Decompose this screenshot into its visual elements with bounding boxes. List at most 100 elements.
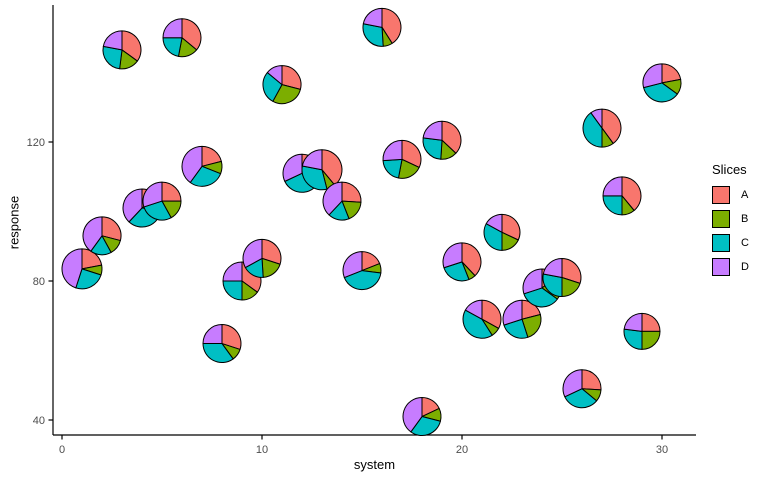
legend-title: Slices bbox=[712, 162, 747, 177]
pie-glyph-x26 bbox=[562, 369, 602, 409]
pie-glyph-x25 bbox=[542, 258, 582, 298]
legend-swatch-A bbox=[712, 186, 730, 204]
pie-slice-D bbox=[502, 299, 523, 326]
legend-swatch-B bbox=[712, 210, 730, 228]
pie-glyph-x15 bbox=[342, 251, 382, 291]
pie-slice-C bbox=[143, 200, 172, 221]
pie-glyph-x13 bbox=[301, 149, 343, 191]
pie-slice-A bbox=[501, 213, 521, 241]
pie-glyph-x28 bbox=[602, 176, 642, 216]
legend-label: A bbox=[741, 189, 749, 201]
pie-slice-C bbox=[542, 273, 563, 298]
pie-slice-D bbox=[142, 181, 163, 208]
pie-slice-C bbox=[462, 309, 493, 339]
pie-slice-A bbox=[641, 312, 661, 332]
pie-slice-A bbox=[101, 216, 122, 242]
pie-slice-C bbox=[222, 280, 243, 301]
pie-glyph-x22 bbox=[483, 213, 521, 251]
legend-entry-C: C bbox=[712, 234, 749, 252]
pie-slice-D bbox=[61, 248, 83, 289]
pie-slice-D bbox=[342, 251, 363, 279]
pie-glyph-x5 bbox=[142, 181, 182, 221]
pie-glyph-x18 bbox=[402, 397, 442, 436]
pie-slice-A bbox=[581, 369, 602, 391]
pie-slice-C bbox=[362, 23, 384, 47]
pie-slice-C bbox=[523, 287, 558, 308]
pie-glyph-x14 bbox=[322, 181, 362, 221]
pie-slice-D bbox=[322, 181, 343, 216]
pie-slice-D bbox=[562, 369, 583, 398]
pie-slice-D bbox=[266, 65, 283, 86]
pie-slice-C bbox=[382, 158, 403, 179]
pie-slice-D bbox=[602, 176, 623, 197]
pie-slice-B bbox=[641, 330, 661, 350]
pie-slice-C bbox=[301, 165, 328, 191]
legend-entry-D: D bbox=[712, 258, 749, 276]
y-axis-title: response bbox=[6, 195, 22, 250]
pie-glyph-x2 bbox=[82, 216, 122, 256]
pie-glyph-x17 bbox=[382, 139, 422, 179]
legend-entry-B: B bbox=[712, 210, 749, 228]
pie-slice-C bbox=[643, 82, 678, 103]
pie-glyph-x16 bbox=[362, 7, 402, 47]
pie-glyph-x19 bbox=[422, 120, 462, 160]
pie-slice-D bbox=[402, 397, 423, 433]
pie-slice-D bbox=[222, 261, 243, 282]
pie-slice-A bbox=[121, 30, 142, 62]
pie-glyph-x23 bbox=[502, 299, 542, 339]
pie-slice-A bbox=[261, 238, 282, 265]
pie-slice-C bbox=[262, 72, 283, 102]
legend-label: C bbox=[741, 237, 749, 249]
pie-slice-D bbox=[464, 299, 483, 320]
pie-slice-D bbox=[382, 139, 403, 162]
pie-slice-C bbox=[189, 165, 222, 187]
pie-slice-D bbox=[590, 108, 603, 129]
pie-slice-A bbox=[221, 324, 242, 350]
pie-slice-C bbox=[75, 268, 102, 290]
y-tick-label: 120 bbox=[27, 137, 45, 149]
pie-slice-D bbox=[202, 324, 223, 345]
pie-slice-C bbox=[102, 45, 123, 70]
pie-slice-A bbox=[181, 18, 202, 51]
pie-slice-D bbox=[522, 268, 543, 295]
pie-slice-D bbox=[623, 312, 643, 332]
pie-slice-A bbox=[341, 181, 362, 203]
x-axis-title: system bbox=[353, 457, 396, 472]
pie-glyph-x8 bbox=[202, 324, 242, 363]
pie-slice-D bbox=[542, 258, 563, 279]
pie-slice-A bbox=[441, 120, 462, 154]
y-tick-label: 40 bbox=[33, 415, 45, 427]
pie-glyph-x27 bbox=[582, 108, 622, 148]
x-tick-label: 0 bbox=[59, 444, 65, 456]
pie-slice-C bbox=[582, 112, 603, 148]
pie-glyph-x30 bbox=[642, 63, 682, 103]
pie-slice-C bbox=[503, 318, 529, 339]
pie-slice-D bbox=[422, 120, 443, 141]
pie-glyph-x29 bbox=[623, 312, 661, 350]
pie-slice-A bbox=[161, 181, 182, 202]
pie-slice-D bbox=[442, 242, 463, 269]
pie-slice-C bbox=[162, 37, 183, 57]
pie-slice-A bbox=[561, 258, 582, 284]
pie-glyph-x3 bbox=[102, 30, 142, 70]
pie-slice-C bbox=[410, 416, 441, 436]
legend-label: B bbox=[741, 213, 749, 225]
pie-glyph-x10 bbox=[242, 238, 282, 278]
pie-slice-D bbox=[242, 238, 263, 269]
pie-slice-A bbox=[281, 65, 302, 90]
pie-slice-A bbox=[401, 139, 422, 168]
legend-swatch-C bbox=[712, 234, 730, 252]
pie-slice-A bbox=[601, 108, 622, 144]
pie-glyph-x21 bbox=[462, 299, 502, 339]
x-tick-label: 20 bbox=[456, 444, 468, 456]
x-tick-label: 10 bbox=[256, 444, 268, 456]
legend-label: D bbox=[741, 261, 749, 273]
pie-slice-C bbox=[422, 137, 443, 160]
pie-slice-D bbox=[82, 216, 103, 252]
pie-glyph-x6 bbox=[162, 18, 202, 58]
pie-slice-C bbox=[343, 270, 382, 291]
